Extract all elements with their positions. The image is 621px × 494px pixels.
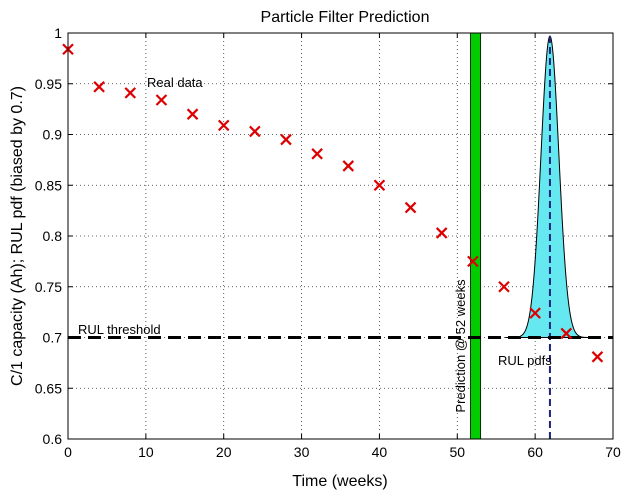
y-tick-label: 0.75 xyxy=(35,279,62,295)
y-tick-label: 0.95 xyxy=(35,76,62,92)
x-tick-label: 0 xyxy=(64,444,72,460)
prediction-band xyxy=(471,33,481,439)
real-data-annotation: Real data xyxy=(147,75,203,90)
threshold-annotation: RUL threshold xyxy=(78,322,161,337)
prediction-layer xyxy=(471,33,481,439)
y-tick-label: 0.6 xyxy=(43,431,63,447)
y-tick-label: 0.7 xyxy=(43,330,63,346)
x-tick-label: 70 xyxy=(605,444,621,460)
x-tick-label: 20 xyxy=(216,444,232,460)
x-tick-label: 50 xyxy=(449,444,465,460)
x-tick-label: 60 xyxy=(527,444,543,460)
y-tick-label: 0.65 xyxy=(35,380,62,396)
y-tick-label: 0.85 xyxy=(35,177,62,193)
y-tick-label: 1 xyxy=(54,25,62,41)
x-tick-label: 30 xyxy=(294,444,310,460)
chart-title: Particle Filter Prediction xyxy=(261,9,430,26)
rul-annotation: RUL pdfs xyxy=(498,353,552,368)
x-tick-label: 10 xyxy=(138,444,154,460)
x-axis-label: Time (weeks) xyxy=(292,473,387,490)
y-tick-label: 0.8 xyxy=(43,228,63,244)
prediction-annotation: Prediction @ 52 weeks xyxy=(453,279,468,413)
y-axis-label: C/1 capacity (Ah); RUL pdf (biased by 0.… xyxy=(9,86,26,386)
y-tick-label: 0.9 xyxy=(43,127,63,143)
x-tick-label: 40 xyxy=(372,444,388,460)
